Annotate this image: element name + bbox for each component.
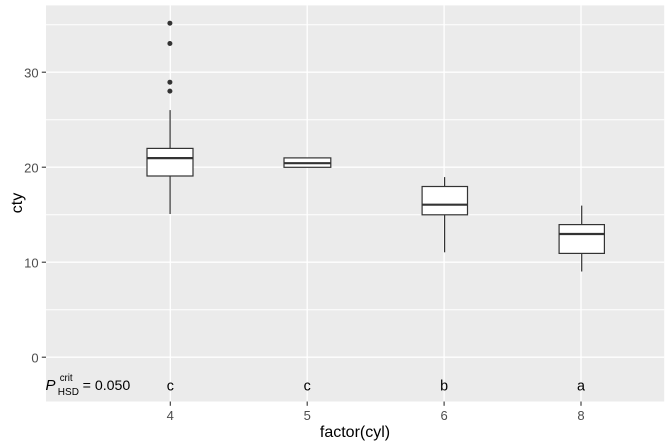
svg-text:6: 6 <box>440 408 447 423</box>
svg-text:cty: cty <box>9 193 26 213</box>
svg-text:factor(cyl): factor(cyl) <box>320 424 390 441</box>
svg-text:= 0.050: = 0.050 <box>83 378 131 394</box>
svg-text:P: P <box>46 377 56 394</box>
svg-text:5: 5 <box>304 408 311 423</box>
svg-text:crit: crit <box>60 373 73 384</box>
svg-text:b: b <box>440 378 448 394</box>
svg-text:0: 0 <box>31 351 38 366</box>
svg-text:20: 20 <box>24 161 38 176</box>
svg-text:HSD: HSD <box>58 387 79 398</box>
svg-text:8: 8 <box>577 408 584 423</box>
svg-text:c: c <box>304 378 311 394</box>
svg-text:c: c <box>167 378 174 394</box>
svg-text:10: 10 <box>24 256 38 271</box>
svg-text:30: 30 <box>24 66 38 81</box>
svg-text:4: 4 <box>167 408 174 423</box>
svg-text:a: a <box>577 378 585 394</box>
